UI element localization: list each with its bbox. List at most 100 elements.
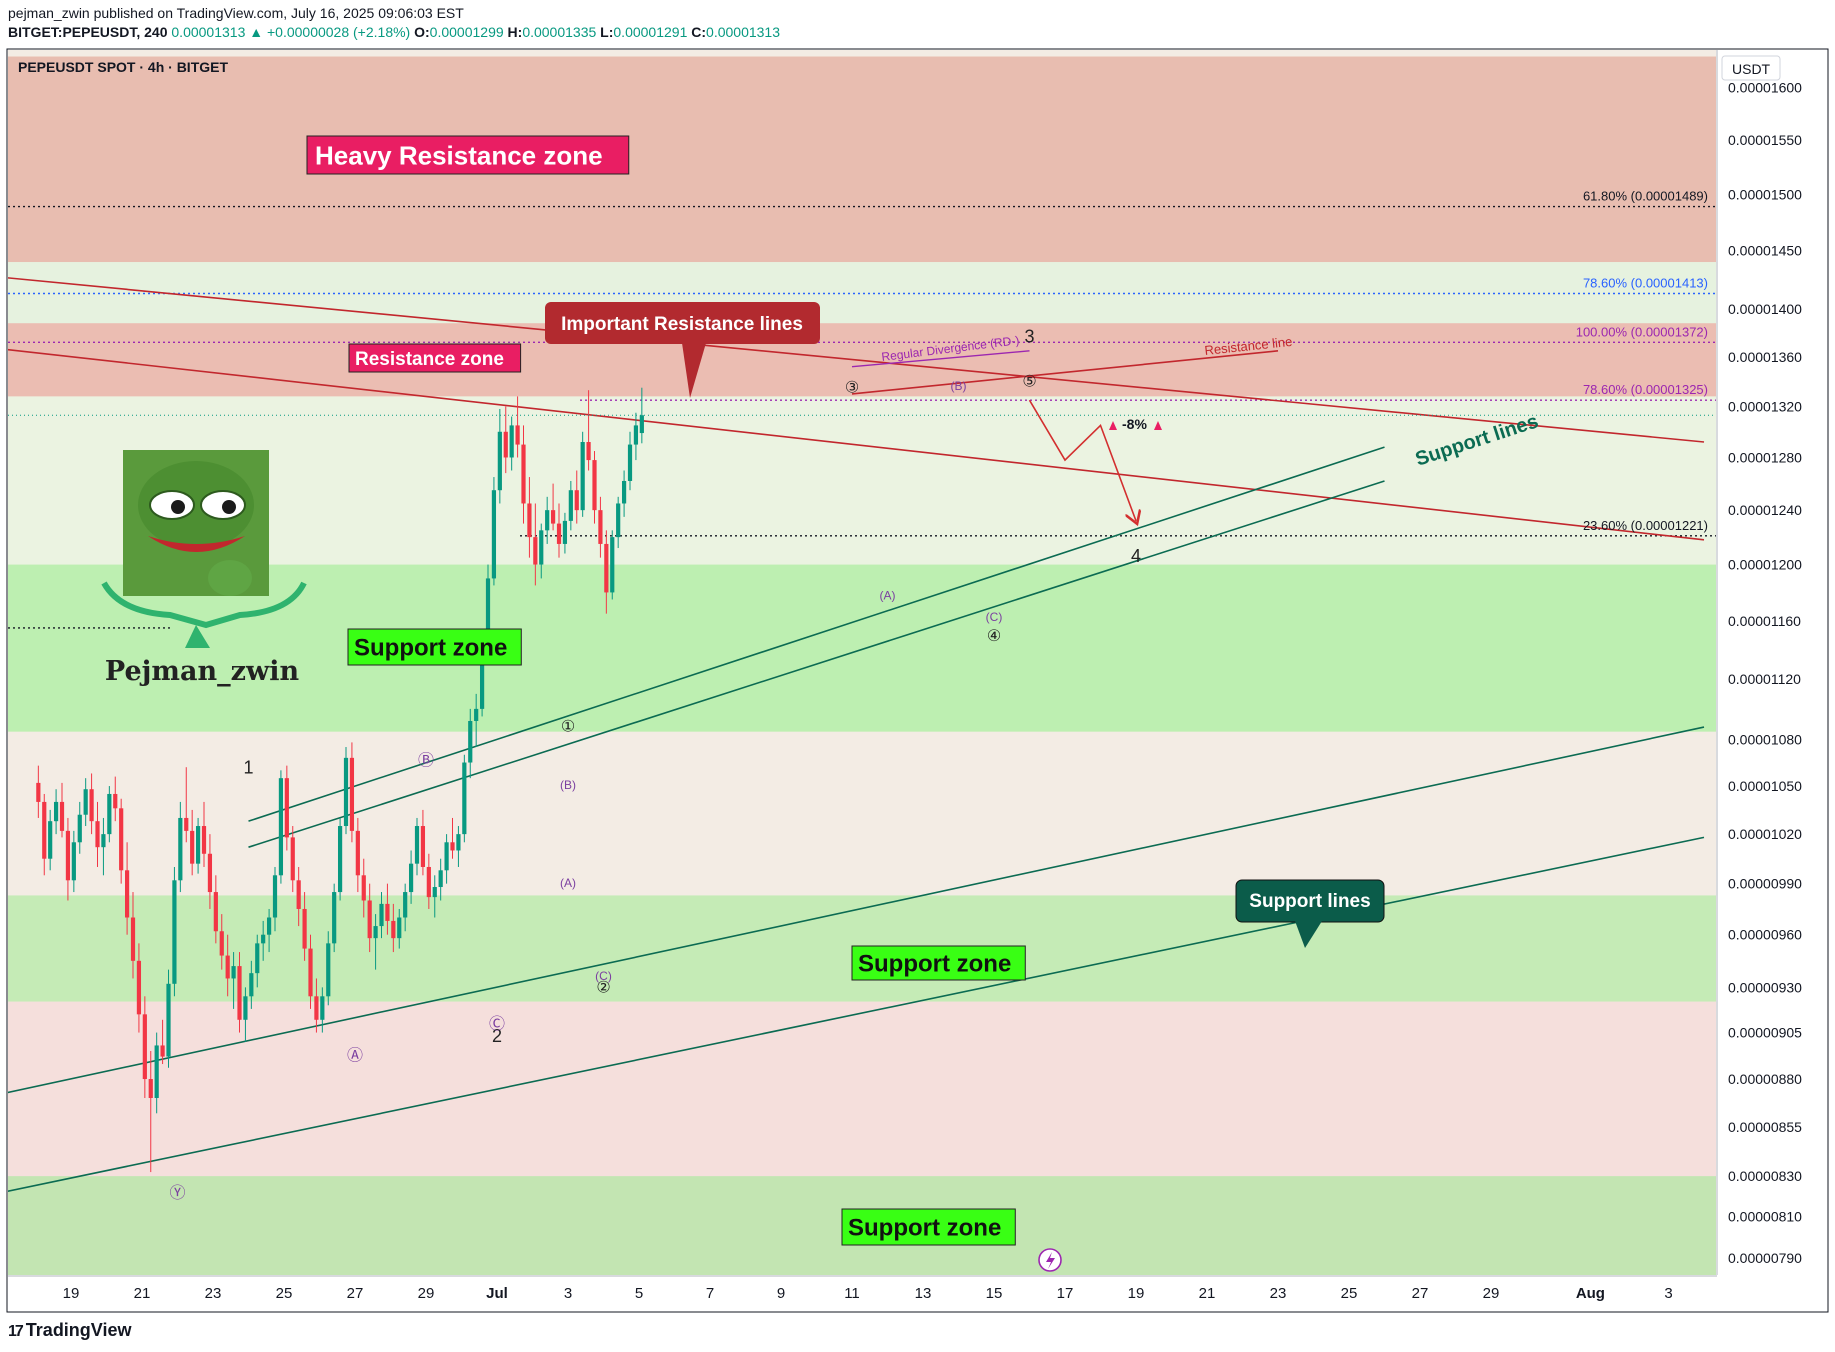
candle-body-91 — [574, 490, 579, 511]
chart-title: PEPEUSDT SPOT · 4h · BITGET — [18, 59, 228, 75]
x-tick-1: 21 — [134, 1285, 151, 1302]
candle-body-28 — [201, 826, 207, 854]
symbol[interactable]: BITGET:PEPEUSDT, 240 — [8, 24, 168, 40]
candle-body-24 — [178, 817, 183, 881]
band-mid — [8, 396, 1716, 565]
x-tick-18: 25 — [1341, 1285, 1358, 1302]
candle-body-5 — [65, 830, 71, 881]
y-tick-6: 0.00001320 — [1728, 398, 1802, 414]
candle-body-77 — [491, 490, 497, 579]
heavy-resistance-label-bg — [306, 135, 630, 175]
x-tick-16: 21 — [1199, 1285, 1216, 1302]
x-tick-13: 15 — [986, 1285, 1003, 1302]
support-zone-label-2-bg — [851, 945, 1026, 981]
candle-body-13 — [113, 793, 118, 809]
candle-body-2 — [48, 821, 53, 859]
x-tick-11: 11 — [844, 1285, 860, 1302]
candle-body-88 — [556, 523, 562, 544]
wave-label-11: ④ — [987, 628, 1001, 645]
wave-label-5: Ⓑ — [418, 752, 434, 770]
candle-body-49 — [326, 943, 331, 997]
currency-badge[interactable] — [1721, 55, 1781, 81]
candle-body-21 — [160, 1045, 165, 1057]
tradingview-logo-icon: 17 — [8, 1323, 24, 1340]
x-tick-2: 23 — [205, 1285, 222, 1302]
candle-body-47 — [314, 996, 319, 1020]
ohlc-readout: BITGET:PEPEUSDT, 240 0.00001313 ▲ +0.000… — [8, 23, 780, 42]
y-tick-2: 0.00001500 — [1728, 186, 1802, 202]
candle-body-68 — [438, 870, 443, 888]
candle-body-64 — [414, 826, 420, 864]
projection-path — [1028, 399, 1137, 521]
price-axis[interactable] — [1717, 50, 1827, 1275]
y-tick-3: 0.00001450 — [1728, 243, 1802, 259]
footer-brand[interactable]: 17 TradingView — [8, 1320, 132, 1341]
wave-label-14: (B) — [560, 778, 576, 792]
candle-body-58 — [379, 903, 384, 927]
x-tick-9: 7 — [706, 1285, 714, 1302]
candle-body-37 — [255, 943, 260, 974]
support-zone-label-3-bg — [841, 1208, 1016, 1246]
divergence-line — [851, 350, 1030, 368]
support-zone-label-2-text: Support zone — [858, 951, 1011, 978]
candle-body-102 — [639, 415, 644, 434]
x-tick-22: 3 — [1664, 1285, 1672, 1302]
y-tick-16: 0.00000960 — [1728, 927, 1802, 943]
candle-body-83 — [527, 503, 532, 538]
wave-label-18: (C) — [986, 610, 1003, 624]
wave-label-9: ② — [596, 980, 610, 997]
y-tick-9: 0.00001200 — [1728, 557, 1802, 573]
x-tick-7: 3 — [564, 1285, 572, 1302]
wave-label-15: (C) — [595, 969, 612, 983]
fib-label-3: 78.60% (0.00001325) — [1583, 382, 1708, 397]
candle-body-76 — [485, 578, 491, 643]
y-tick-1: 0.00001550 — [1728, 132, 1802, 148]
fib-label-0: 61.80% (0.00001489) — [1583, 189, 1708, 204]
fib-lines-layer — [8, 205, 1716, 629]
candle-body-39 — [266, 917, 272, 935]
y-tick-12: 0.00001080 — [1728, 731, 1802, 747]
candle-body-81 — [515, 425, 520, 445]
wave-label-17: (B) — [951, 379, 967, 393]
high-label: H: — [507, 24, 523, 40]
y-tick-0: 0.00001600 — [1728, 79, 1802, 95]
candle-body-85 — [539, 530, 544, 565]
wave-label-13: (A) — [560, 876, 576, 890]
fib-label-4: 23.60% (0.00001221) — [1583, 518, 1708, 533]
candle-body-71 — [456, 834, 461, 851]
annotations-layer: Pejman_zwin — [101, 450, 307, 687]
candle-body-80 — [509, 425, 514, 458]
x-tick-5: 29 — [418, 1285, 435, 1302]
y-tick-11: 0.00001120 — [1728, 671, 1801, 687]
candles-layer[interactable] — [36, 387, 644, 1173]
y-tick-19: 0.00000880 — [1728, 1071, 1802, 1087]
candle-body-87 — [550, 510, 556, 524]
candle-body-16 — [130, 917, 136, 961]
important-resistance-bg — [545, 302, 820, 344]
currency-label: USDT — [1732, 61, 1771, 77]
candle-body-97 — [610, 537, 615, 593]
candle-body-17 — [136, 960, 142, 1015]
important-resistance-pointer — [682, 343, 706, 398]
candle-body-95 — [598, 510, 603, 544]
candle-body-34 — [237, 966, 242, 1020]
support-zone-label-2: Support zone — [851, 945, 1026, 981]
candle-body-86 — [545, 510, 550, 531]
wave-label-4: Ⓐ — [347, 1046, 363, 1064]
candle-body-15 — [124, 870, 130, 918]
candle-body-54 — [355, 830, 360, 876]
wave-label-6: Ⓒ — [489, 1015, 505, 1033]
y-tick-5: 0.00001360 — [1728, 349, 1802, 365]
trend-line-4 — [8, 726, 1705, 1094]
x-tick-17: 23 — [1270, 1285, 1287, 1302]
time-axis[interactable] — [8, 1276, 1828, 1312]
resistance-zone-label-bg — [348, 343, 522, 373]
candle-body-46 — [308, 948, 313, 997]
support-zone-label-1: Support zone — [347, 628, 522, 666]
support-lines-text: Support lines — [1249, 891, 1370, 912]
y-tick-22: 0.00000810 — [1728, 1209, 1802, 1225]
x-tick-12: 13 — [915, 1285, 932, 1302]
candle-body-42 — [284, 778, 289, 838]
chart-header: pejman_zwin published on TradingView.com… — [8, 4, 780, 42]
